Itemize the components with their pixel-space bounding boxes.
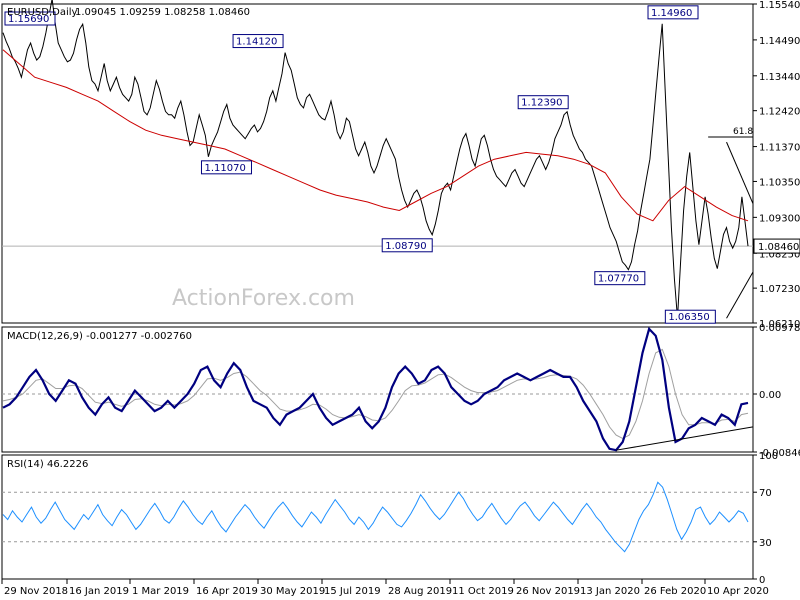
rsi-series [2,481,749,553]
price-panel: 1.15540 1.14490 1.13440 1.12420 1.11370 1.103… [1,0,800,330]
macd-trendline [616,426,754,451]
date-axis-label: 15 Jul 2019 [324,586,381,597]
watermark: ActionForex.com [172,286,355,311]
rsi-axis-label: 30 [759,538,772,549]
annotation-label: 1.11070 [204,163,245,174]
date-axis-label: 13 Jan 2020 [580,586,640,597]
price-axis-label: 1.10350 [759,177,800,188]
price-series [2,0,749,319]
price-axis-label: 1.11370 [759,143,800,154]
price-axis-label: 1.14490 [759,36,800,47]
price-axis-label: 1.12420 [759,107,800,118]
price-axis-label: 1.07230 [759,284,800,295]
annotation-box [232,34,284,49]
macd-axis-label: -0.008464 [759,448,800,459]
date-axis-label: 29 Nov 2018 [4,586,68,597]
annotation-label: 1.14960 [651,8,692,19]
annotation-label: 1.08790 [385,241,426,252]
price-axis-label: 1.06210 [759,319,800,330]
rsi-axis-label: 70 [759,488,772,499]
ohlc-values: 1.09045 1.09259 1.08258 1.08460 [75,7,250,18]
annotation-box [4,11,56,26]
macd-panel-frame [1,326,754,453]
date-axis-label: 10 Apr 2020 [707,586,769,597]
rsi-panel: 100 70 30 0 RSI(14) 46.2226 [1,451,778,586]
price-axis-label: 1.09300 [759,213,800,224]
price-panel-frame [1,3,754,324]
annotation-label: 1.07770 [598,274,639,285]
annotation-box [381,238,433,253]
annotation-label: 1.06350 [668,312,709,323]
moving-average-series [2,49,749,222]
annotation-box [517,95,569,110]
annotation-box [200,160,252,175]
current-price-tag [753,238,800,254]
date-axis-label: 30 May 2019 [260,586,325,597]
date-axis-label: 11 Oct 2019 [452,586,514,597]
triangle-lower-line [726,271,754,319]
macd-title: MACD(12,26,9) -0.001277 -0.002760 [7,331,192,342]
annotation-label: 1.14120 [236,37,277,48]
macd-line-series [2,326,749,452]
date-axis-label: 1 Mar 2019 [132,586,189,597]
rsi-panel-frame [1,454,754,580]
fib-618-label: 61.8 [733,127,753,137]
date-axis-label: 16 Jan 2019 [69,586,129,597]
macd-axis-label: 0.00 [759,390,781,401]
annotation-box [594,271,646,286]
date-axis-label: 26 Nov 2019 [516,586,580,597]
price-axis-label: 1.08250 [759,249,800,260]
price-axis-label: 1.13440 [759,72,800,83]
current-price-label: 1.08460 [758,242,799,253]
date-axis-label: 26 Feb 2020 [644,586,706,597]
annotation-label: 1.15690 [8,14,49,25]
chart-symbol: EURUSD,Daily [7,7,78,18]
rsi-title: RSI(14) 46.2226 [7,459,88,470]
rsi-axis-label: 100 [759,451,778,462]
price-axis-label: 1.15540 [759,0,800,11]
date-axis: 29 Nov 2018 16 Jan 2019 1 Mar 2019 16 Apr 2… [1,579,769,597]
annotation-label: 1.12390 [521,98,562,109]
annotation-box [647,5,699,20]
rsi-axis-label: 0 [759,575,765,586]
date-axis-label: 16 Apr 2019 [196,586,258,597]
triangle-upper-line [726,141,754,204]
annotation-box [664,309,716,324]
date-axis-label: 28 Aug 2019 [388,586,452,597]
